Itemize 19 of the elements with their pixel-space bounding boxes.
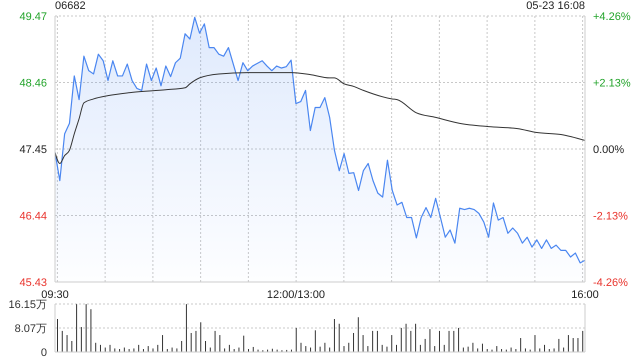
y2-tick-label: 0.00%: [593, 144, 624, 156]
y-tick-label: 47.45: [19, 144, 47, 156]
y-tick-label: 46.44: [19, 210, 47, 222]
y-tick-label: 49.47: [19, 11, 47, 23]
y-tick-label: 8.07万: [14, 323, 47, 336]
y2-tick-label: +4.26%: [593, 11, 631, 23]
x-tick-label: 09:30: [41, 288, 69, 301]
chart-subtitle: 05-23 16:08: [526, 0, 585, 12]
line-series: [54, 72, 586, 164]
y-tick-label: 0: [40, 347, 47, 359]
y2-tick-label: -4.26%: [593, 277, 628, 289]
x-tick-label: 12:00/13:00: [266, 288, 325, 301]
y2-tick-label: +2.13%: [593, 78, 631, 90]
y-tick-label: 48.46: [19, 78, 47, 90]
y-tick-label: 16.15万: [8, 299, 47, 311]
y2-tick-label: -2.13%: [593, 210, 628, 222]
x-tick-label: 16:00: [571, 288, 599, 301]
chart-title: 06682: [55, 0, 86, 12]
y-tick-label: 45.43: [19, 277, 47, 289]
